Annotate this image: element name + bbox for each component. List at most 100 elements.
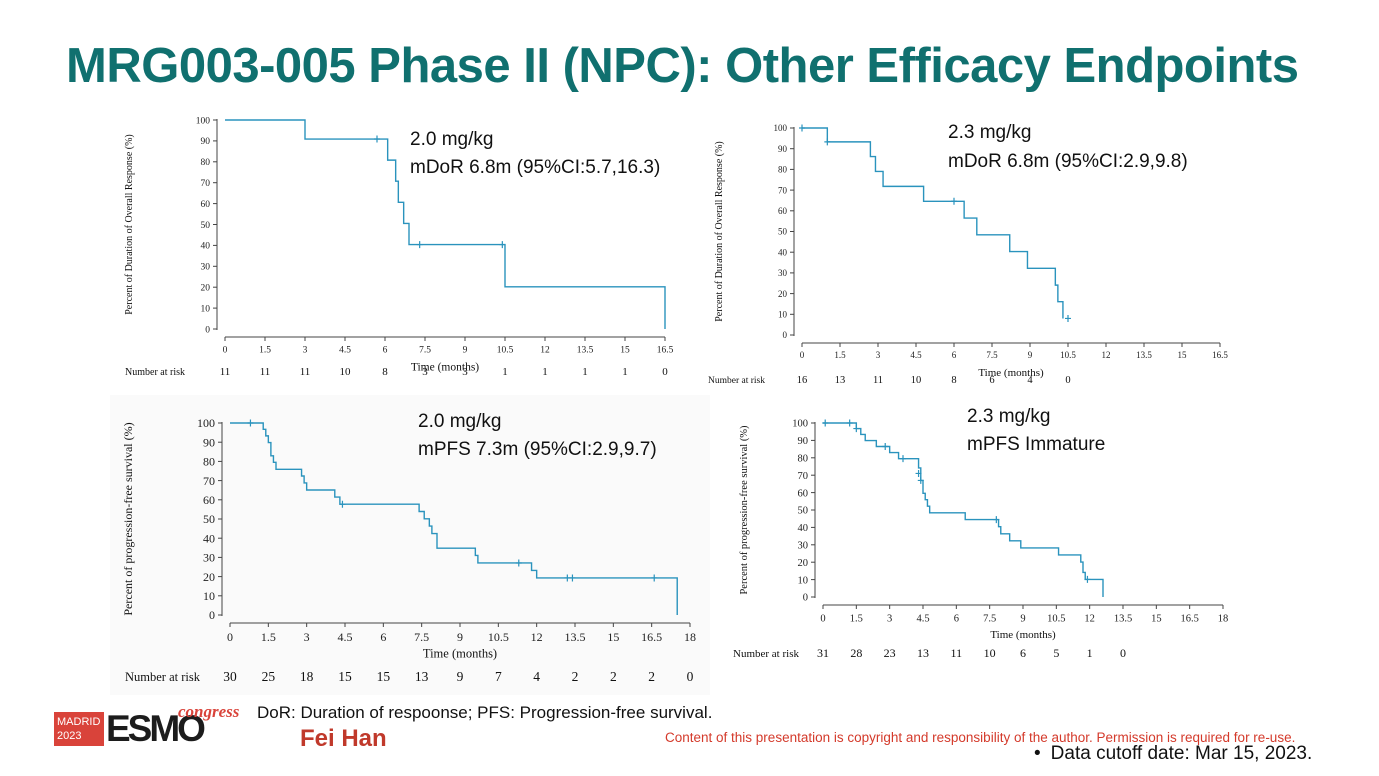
censor-mark: [1065, 314, 1071, 322]
y-tick-label: 80: [201, 158, 211, 168]
number-at-risk-value: 6: [1020, 646, 1026, 660]
x-tick-label: 6: [954, 614, 959, 625]
censor-mark: [569, 574, 576, 582]
number-at-risk-value: 23: [884, 646, 896, 660]
y-axis-label: Percent of Duration of Overall Response …: [714, 141, 725, 322]
number-at-risk-value: 5: [1053, 646, 1059, 660]
logo-city: MADRID: [57, 716, 101, 728]
y-tick-label: 20: [201, 284, 211, 294]
x-tick-label: 12: [540, 346, 550, 356]
number-at-risk-value: 8: [382, 366, 388, 378]
number-at-risk-value: 11: [951, 646, 963, 660]
x-tick-label: 15: [620, 346, 630, 356]
presenter-name: Fei Han: [300, 725, 387, 752]
y-tick-label: 20: [203, 570, 215, 584]
x-tick-label: 4.5: [916, 614, 929, 625]
x-tick-label: 7.5: [986, 350, 998, 360]
censor-mark: [651, 574, 658, 582]
x-tick-label: 12: [531, 630, 543, 644]
survival-curve: [230, 422, 678, 615]
x-tick-label: 15: [607, 630, 619, 644]
x-tick-label: 3: [876, 350, 881, 360]
number-at-risk-value: 13: [415, 669, 429, 684]
x-axis-label: Time (months): [423, 647, 497, 661]
x-tick-label: 13.5: [577, 346, 594, 356]
x-tick-label: 18: [1218, 614, 1229, 625]
number-at-risk-value: 10: [340, 366, 352, 378]
number-at-risk-value: 2: [648, 669, 655, 684]
number-at-risk-value: 25: [262, 669, 276, 684]
y-tick-label: 20: [778, 289, 788, 299]
number-at-risk-value: 13: [835, 375, 846, 386]
chart-panel-pfs-2mg: 0 10 20 30 40 50 60 70 80 90 100 0 1.5 3 4.5 6 7.5 9 10.5 1…: [110, 395, 710, 695]
data-cutoff-note: • Data cutoff date: Mar 15, 2023.: [1034, 743, 1312, 765]
x-tick-label: 13.5: [1136, 350, 1152, 360]
x-tick-label: 3: [304, 630, 310, 644]
y-tick-label: 10: [203, 589, 215, 603]
survival-curve: [802, 127, 1064, 319]
censor-mark: [822, 419, 829, 427]
x-tick-label: 9: [1028, 350, 1033, 360]
x-tick-label: 16.5: [1180, 614, 1198, 625]
logo-city-badge: MADRID 2023: [54, 712, 104, 746]
x-tick-label: 9: [1020, 614, 1025, 625]
x-tick-label: 1.5: [259, 346, 271, 356]
censor-mark: [374, 135, 380, 143]
y-tick-label: 70: [203, 474, 215, 488]
y-tick-label: 70: [778, 185, 788, 195]
censor-mark: [951, 197, 957, 205]
dose-annotation: 2.3 mg/kg: [967, 406, 1050, 427]
median-annotation: mDoR 6.8m (95%CI:2.9,9.8): [948, 151, 1188, 172]
logo-year: 2023: [57, 730, 82, 742]
censor-mark: [499, 241, 506, 249]
copyright-notice: Content of this presentation is copyrigh…: [665, 730, 1296, 745]
x-axis-label: Time (months): [411, 362, 479, 374]
censor-mark: [799, 124, 805, 132]
survival-curve: [225, 119, 666, 329]
data-cutoff-text: Data cutoff date: Mar 15, 2023.: [1050, 743, 1313, 764]
median-annotation: mDoR 6.8m (95%CI:5.7,16.3): [410, 157, 660, 178]
x-tick-label: 0: [227, 630, 233, 644]
number-at-risk-value: 10: [984, 646, 996, 660]
x-tick-label: 13.5: [565, 630, 586, 644]
number-at-risk-value: 7: [495, 669, 502, 684]
x-tick-label: 9: [463, 346, 468, 356]
number-at-risk-value: 0: [662, 366, 668, 378]
x-tick-label: 3: [887, 614, 892, 625]
x-tick-label: 10.5: [1047, 614, 1065, 625]
number-at-risk-value: 13: [917, 646, 929, 660]
y-tick-label: 50: [203, 512, 215, 526]
y-tick-label: 80: [203, 455, 215, 469]
number-at-risk-value: 30: [223, 669, 237, 684]
slide-title: MRG003-005 Phase II (NPC): Other Efficac…: [66, 39, 1299, 93]
x-tick-label: 10.5: [497, 346, 514, 356]
chart-panel-dor-23mg: 0 10 20 30 40 50 60 70 80 90 100 0 1.5 3 4.5 6 7.5 9 10.5 1…: [700, 110, 1260, 395]
censor-mark: [339, 500, 346, 508]
y-tick-label: 80: [798, 453, 809, 464]
logo-tagline: congress: [178, 702, 240, 721]
number-at-risk-value: 1: [502, 366, 508, 378]
x-tick-label: 0: [820, 614, 825, 625]
censor-mark: [564, 574, 571, 582]
censor-mark: [853, 425, 860, 433]
y-tick-label: 60: [778, 206, 788, 216]
number-at-risk-value: 4: [1027, 375, 1033, 386]
censor-mark: [247, 419, 254, 427]
dose-annotation: 2.0 mg/kg: [410, 129, 493, 150]
x-tick-label: 1.5: [850, 614, 863, 625]
y-tick-label: 10: [201, 304, 211, 314]
number-at-risk-value: 3: [422, 366, 428, 378]
y-axis-label: Percent of progression-free survival (%): [739, 425, 750, 595]
y-tick-label: 50: [778, 227, 788, 237]
y-tick-label: 60: [798, 488, 809, 499]
x-tick-label: 7.5: [419, 346, 431, 356]
number-at-risk-value: 6: [989, 375, 994, 386]
chart-panel-pfs-23mg: 0 10 20 30 40 50 60 70 80 90 100 0 1.5 3 4.5 6 7.5 9 10.5 1…: [725, 395, 1250, 670]
number-at-risk-value: 15: [338, 669, 352, 684]
number-at-risk-value: 11: [873, 375, 883, 386]
y-tick-label: 20: [798, 558, 809, 569]
y-tick-label: 40: [778, 247, 788, 257]
censor-mark: [1084, 575, 1091, 583]
y-tick-label: 80: [778, 165, 788, 175]
number-at-risk-value: 4: [533, 669, 540, 684]
